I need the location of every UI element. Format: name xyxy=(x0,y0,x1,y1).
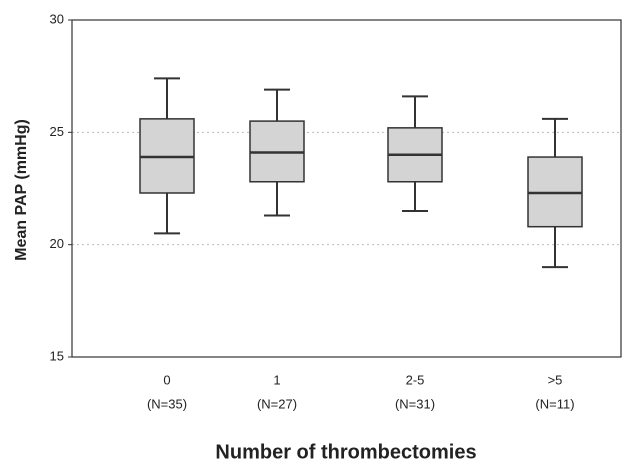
y-tick-label: 30 xyxy=(50,11,64,26)
x-axis-label: Number of thrombectomies xyxy=(215,441,476,463)
y-axis-label: Mean PAP (mmHg) xyxy=(13,119,30,261)
plot-frame xyxy=(71,19,622,358)
x-tick-label: 1 xyxy=(273,372,280,387)
y-tick-label: 20 xyxy=(50,236,64,251)
x-tick-label: 0 xyxy=(163,372,170,387)
group-size-label: (N=35) xyxy=(147,396,187,411)
y-tick-label: 25 xyxy=(50,124,64,139)
group-size-label: (N=11) xyxy=(535,396,574,411)
group-size-label: (N=31) xyxy=(395,396,435,411)
group-size-label: (N=27) xyxy=(257,396,297,411)
x-tick-label: 2-5 xyxy=(406,372,425,387)
x-tick-label: >5 xyxy=(548,372,563,387)
y-tick-label: 15 xyxy=(50,348,64,363)
